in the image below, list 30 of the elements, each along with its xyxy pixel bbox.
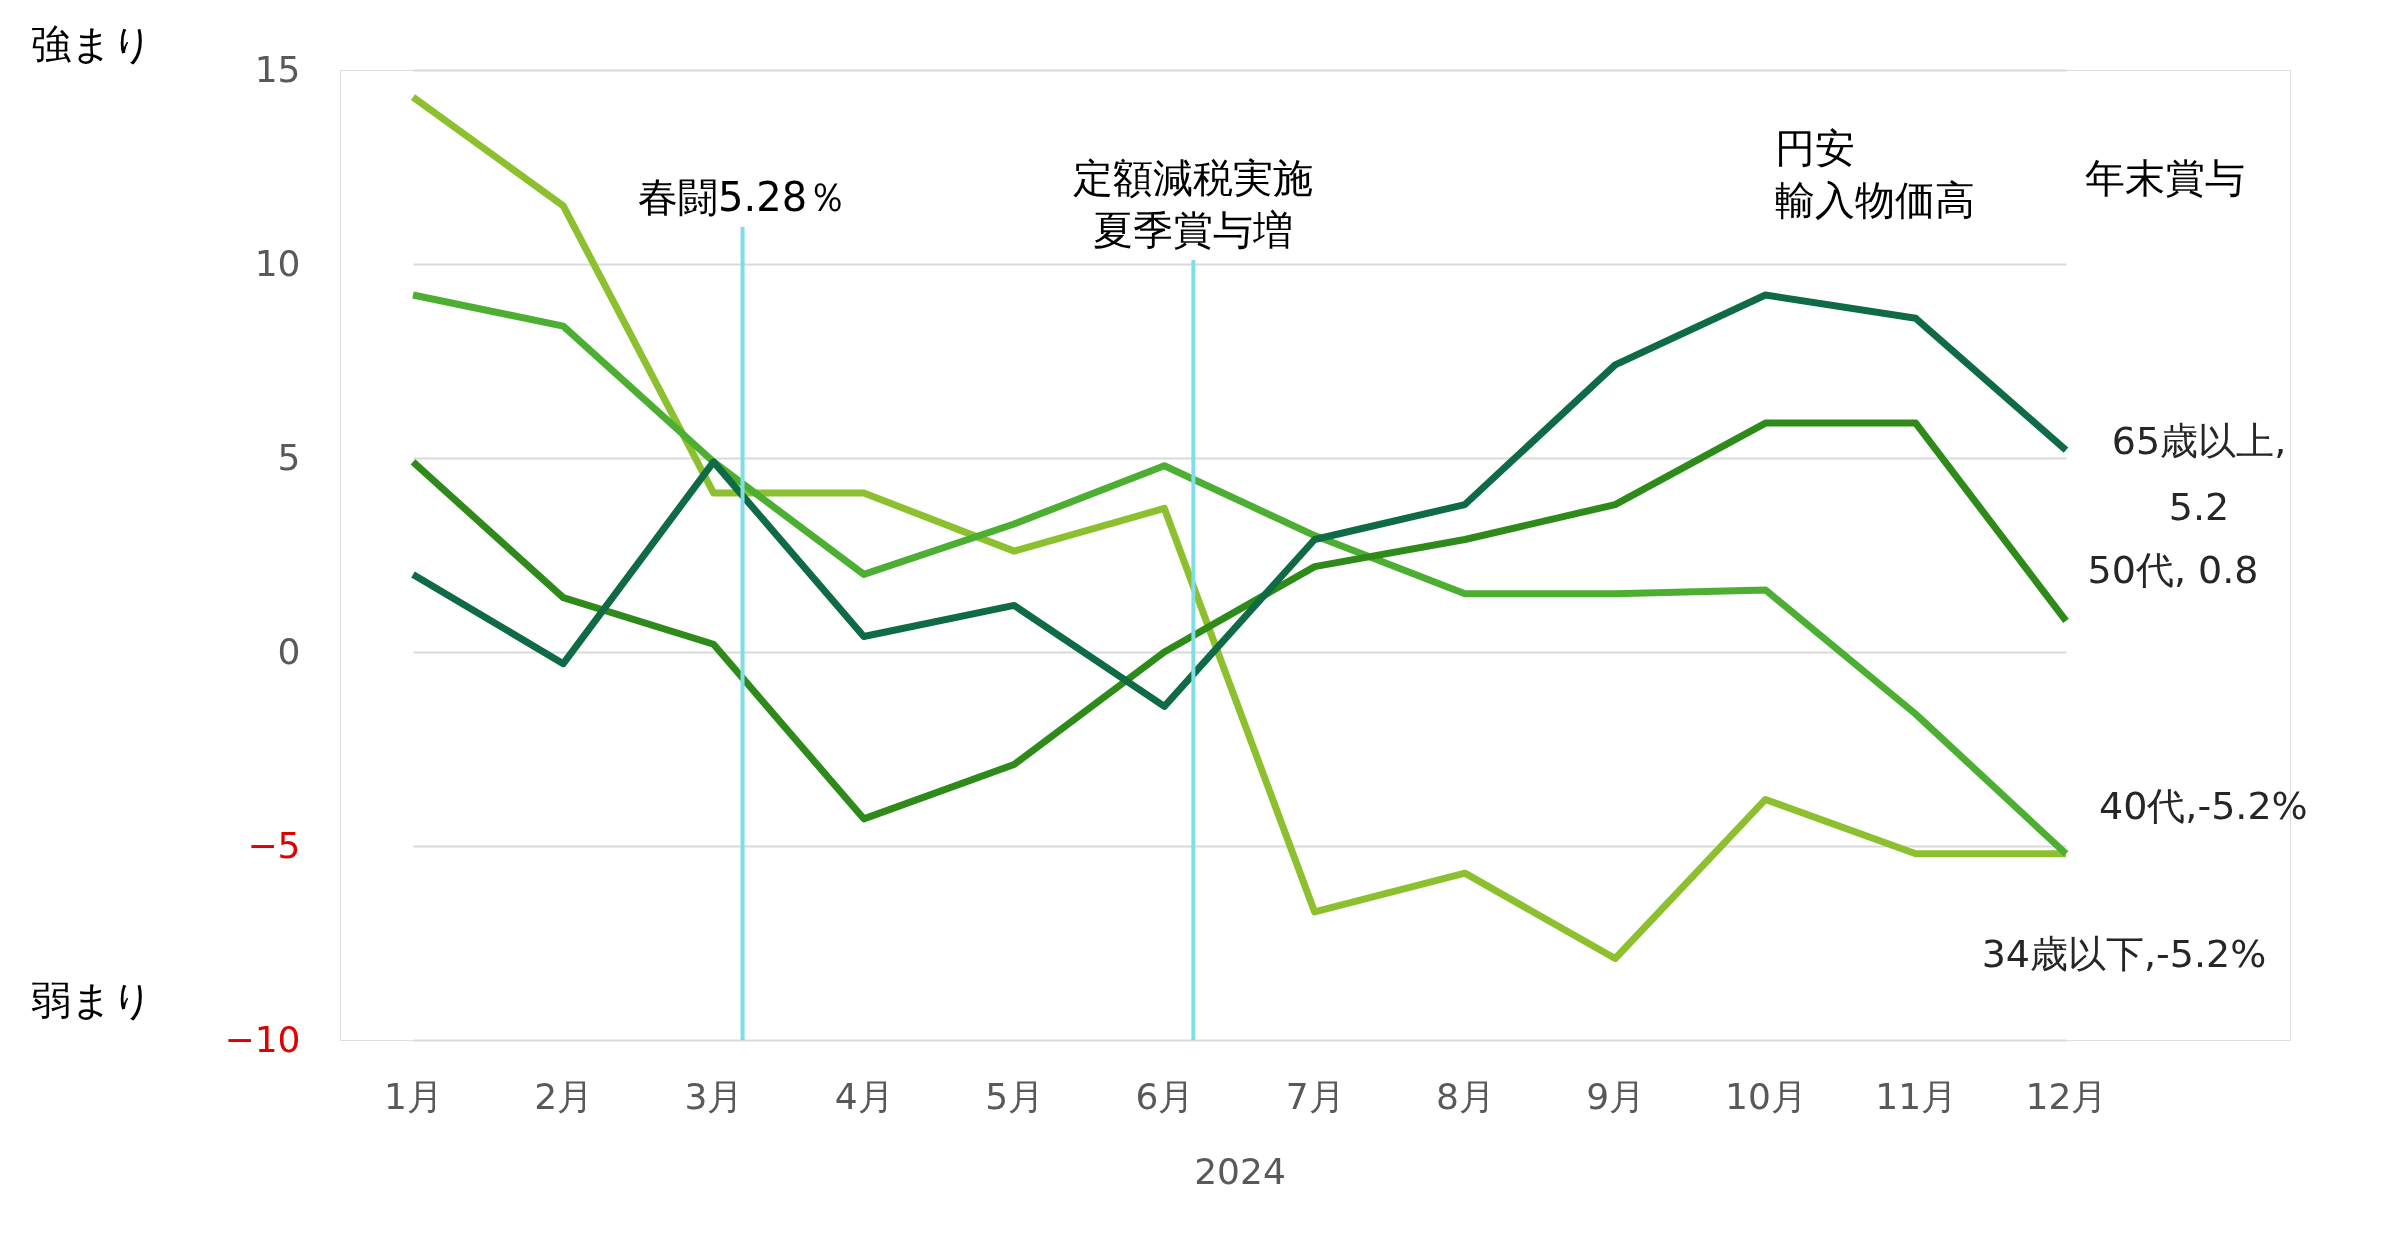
x-tick-label: 7月 xyxy=(1285,1075,1345,1117)
x-tick-label: 2月 xyxy=(534,1075,594,1117)
annotation: 輸入物価高 xyxy=(1775,177,1975,223)
annotation: 円安 xyxy=(1775,125,1855,171)
text: 強まり xyxy=(31,21,153,67)
annotation: 34歳以下,-5.2% xyxy=(1981,931,2267,976)
x-tick-label: 10月 xyxy=(1725,1075,1807,1117)
x-axis-title: 2024 xyxy=(1194,1150,1286,1192)
y-tick-label: 15 xyxy=(254,48,301,90)
y-tick-label: 10 xyxy=(254,242,301,284)
x-tick-label: 12月 xyxy=(2025,1075,2108,1117)
annotation: 65歳以上, 5.2 xyxy=(2111,419,2287,530)
annotation: 50代, 0.8 xyxy=(2087,547,2259,592)
x-tick-label: 5月 xyxy=(985,1075,1045,1117)
x-tick-label: 6月 xyxy=(1135,1075,1195,1117)
x-tick-label: 11月 xyxy=(1875,1075,1958,1117)
y-tick-label: 5 xyxy=(277,436,301,478)
annotation: 40代,-5.2% xyxy=(2099,783,2308,828)
x-tick-label: 3月 xyxy=(684,1075,744,1117)
ref-line-label: 定額減税実施夏季賞与増 xyxy=(1073,155,1314,253)
y-tick-label: 0 xyxy=(277,630,301,672)
ref-line-label: 春闘5.28％ xyxy=(638,174,848,220)
y-tick-label: −5 xyxy=(247,824,301,866)
text: 年末賞与 xyxy=(2085,155,2245,201)
x-tick-label: 9月 xyxy=(1586,1075,1646,1117)
x-tick-label: 1月 xyxy=(384,1075,443,1117)
text: 弱まり xyxy=(31,977,153,1023)
x-tick-label: 8月 xyxy=(1435,1075,1495,1117)
y-tick-label: −10 xyxy=(224,1018,301,1060)
x-tick-label: 4月 xyxy=(834,1075,894,1117)
